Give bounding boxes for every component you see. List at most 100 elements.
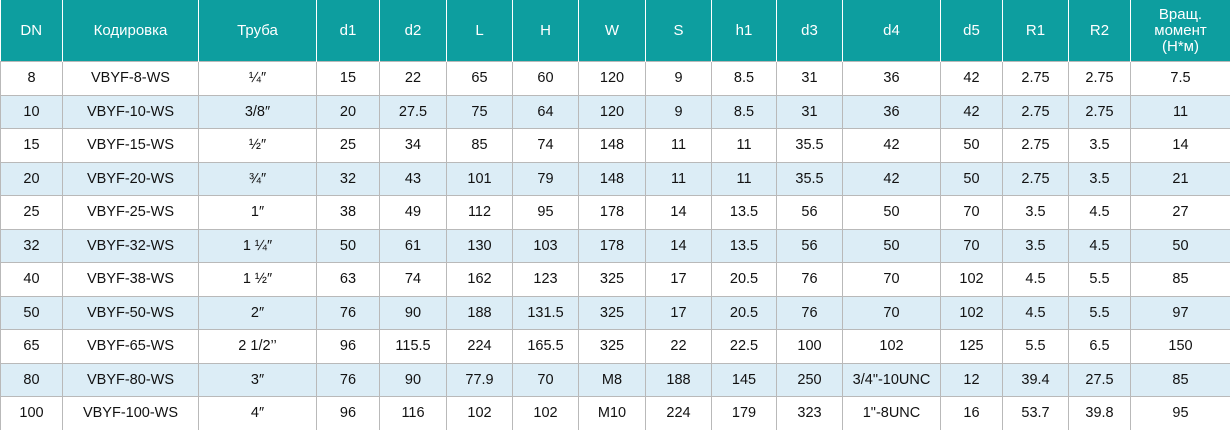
table-cell: 130 <box>446 228 513 263</box>
table-cell: 42 <box>940 61 1003 96</box>
table-cell: 95 <box>512 195 579 230</box>
table-cell: 11 <box>645 161 712 196</box>
table-cell: 150 <box>1130 329 1230 364</box>
table-cell: 35.5 <box>776 128 843 163</box>
table-cell: 70 <box>940 195 1003 230</box>
table-cell: 102 <box>842 329 941 364</box>
table-cell: 17 <box>645 295 712 330</box>
table-cell: 34 <box>379 128 447 163</box>
header-cell: h1 <box>711 0 777 62</box>
table-cell: 15 <box>316 61 380 96</box>
table-row: 40 VBYF-38-WS 1 ½″ 63 74 162 123 325 17 20.5 76 70 1… <box>0 262 1230 297</box>
table-cell: 188 <box>446 295 513 330</box>
table-row: 10 VBYF-10-WS 3/8″ 20 27.5 75 64 120 9 8.5 31 36 42 2… <box>0 94 1230 129</box>
table-cell: 39.8 <box>1068 396 1131 430</box>
table-cell: 85 <box>1130 362 1230 397</box>
header-cell: d2 <box>379 0 447 62</box>
table-cell: 8 <box>0 61 63 96</box>
table-cell: 3/8″ <box>198 94 317 129</box>
table-cell: 56 <box>776 195 843 230</box>
header-cell: R2 <box>1068 0 1131 62</box>
header-cell: L <box>446 0 513 62</box>
table-cell: 120 <box>578 94 646 129</box>
table-cell: 70 <box>940 228 1003 263</box>
table-cell: 100 <box>776 329 843 364</box>
table-cell: 3.5 <box>1068 128 1131 163</box>
table-cell: 90 <box>379 362 447 397</box>
table-cell: 97 <box>1130 295 1230 330</box>
table-cell: 16 <box>940 396 1003 430</box>
table-cell: 76 <box>316 362 380 397</box>
table-cell: 56 <box>776 228 843 263</box>
table-cell: 22 <box>379 61 447 96</box>
table-cell: 224 <box>645 396 712 430</box>
table-cell: 70 <box>842 295 941 330</box>
table-cell: 76 <box>316 295 380 330</box>
table-cell: 3/4"-10UNC <box>842 362 941 397</box>
table-cell: 15 <box>0 128 63 163</box>
table-cell: 20.5 <box>711 262 777 297</box>
table-cell: 65 <box>446 61 513 96</box>
table-cell: 2.75 <box>1068 61 1131 96</box>
table-cell: VBYF-32-WS <box>62 228 199 263</box>
table-cell: 325 <box>578 295 646 330</box>
table-cell: 61 <box>379 228 447 263</box>
table-cell: 9 <box>645 94 712 129</box>
table-cell: 76 <box>776 262 843 297</box>
table-cell: 36 <box>842 61 941 96</box>
table-cell: 38 <box>316 195 380 230</box>
table-cell: 17 <box>645 262 712 297</box>
table-cell: M10 <box>578 396 646 430</box>
table-cell: 102 <box>940 262 1003 297</box>
table-cell: 2″ <box>198 295 317 330</box>
table-cell: 102 <box>940 295 1003 330</box>
table-cell: 250 <box>776 362 843 397</box>
table-cell: 2.75 <box>1002 128 1069 163</box>
table-cell: M8 <box>578 362 646 397</box>
table-cell: VBYF-50-WS <box>62 295 199 330</box>
table-cell: 50 <box>940 128 1003 163</box>
header-cell: d1 <box>316 0 380 62</box>
table-cell: 7.5 <box>1130 61 1230 96</box>
table-cell: 85 <box>1130 262 1230 297</box>
table-cell: 42 <box>842 161 941 196</box>
table-cell: 165.5 <box>512 329 579 364</box>
table-cell: 25 <box>316 128 380 163</box>
table-cell: 4.5 <box>1002 295 1069 330</box>
table-cell: 3.5 <box>1002 228 1069 263</box>
table-cell: 323 <box>776 396 843 430</box>
table-cell: 50 <box>842 195 941 230</box>
table-cell: 102 <box>446 396 513 430</box>
table-cell: 36 <box>842 94 941 129</box>
table-cell: 2.75 <box>1068 94 1131 129</box>
table-cell: 64 <box>512 94 579 129</box>
table-cell: VBYF-20-WS <box>62 161 199 196</box>
table-cell: 70 <box>512 362 579 397</box>
table-cell: 53.7 <box>1002 396 1069 430</box>
table-cell: 131.5 <box>512 295 579 330</box>
table-cell: 1 ½″ <box>198 262 317 297</box>
table-cell: 145 <box>711 362 777 397</box>
table-cell: 74 <box>379 262 447 297</box>
table-cell: 3″ <box>198 362 317 397</box>
table-cell: 27.5 <box>1068 362 1131 397</box>
table-cell: 63 <box>316 262 380 297</box>
table-cell: 60 <box>512 61 579 96</box>
table-cell: 1"-8UNC <box>842 396 941 430</box>
table-cell: 32 <box>316 161 380 196</box>
table-cell: 1″ <box>198 195 317 230</box>
table-cell: 96 <box>316 329 380 364</box>
table-cell: 125 <box>940 329 1003 364</box>
table-cell: 32 <box>0 228 63 263</box>
table-cell: 14 <box>645 228 712 263</box>
table-row: 100 VBYF-100-WS 4″ 96 116 102 102 M10 224 179 323 1… <box>0 396 1230 430</box>
table-cell: 50 <box>842 228 941 263</box>
table-cell: 50 <box>1130 228 1230 263</box>
table-cell: 148 <box>578 161 646 196</box>
header-cell: d5 <box>940 0 1003 62</box>
table-cell: 2.75 <box>1002 94 1069 129</box>
table-cell: 14 <box>645 195 712 230</box>
table-cell: 20.5 <box>711 295 777 330</box>
